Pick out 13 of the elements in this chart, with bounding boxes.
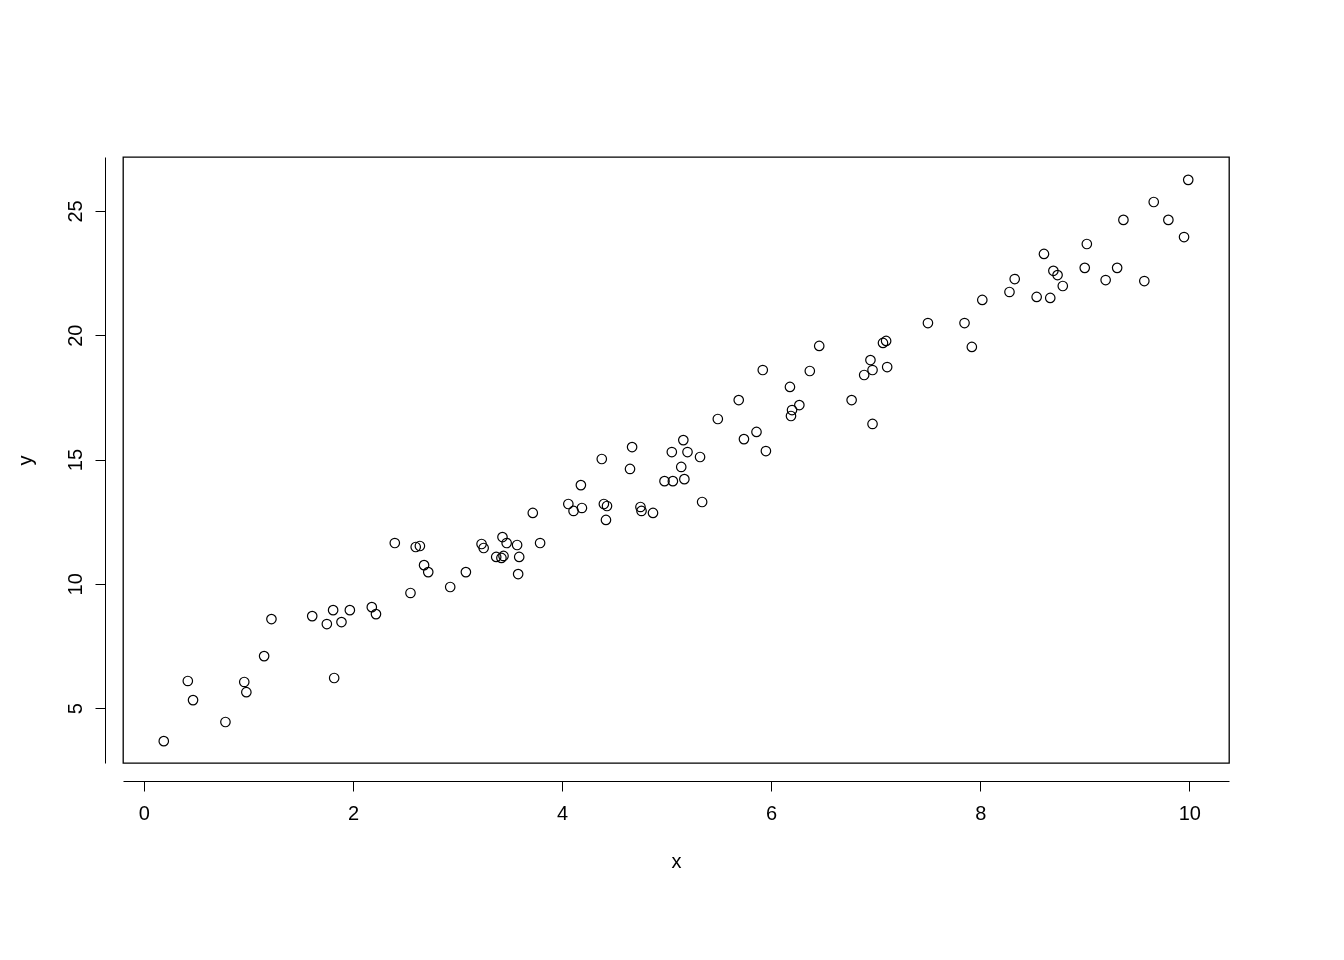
x-tick-label: 8: [975, 801, 987, 824]
x-tick-label: 4: [556, 801, 569, 824]
x-tick-label: 10: [1178, 801, 1201, 824]
y-tick-label: 20: [63, 324, 86, 347]
y-tick-label: 15: [63, 448, 86, 472]
y-tick-label: 10: [63, 573, 86, 596]
y-axis-title: y: [13, 455, 36, 466]
x-tick-label: 2: [347, 801, 360, 824]
y-tick-label: 25: [63, 200, 86, 223]
x-axis-title: x: [671, 849, 682, 872]
x-tick-label: 6: [766, 801, 778, 824]
x-tick-label: 0: [138, 801, 150, 824]
y-tick-label: 5: [63, 703, 86, 715]
